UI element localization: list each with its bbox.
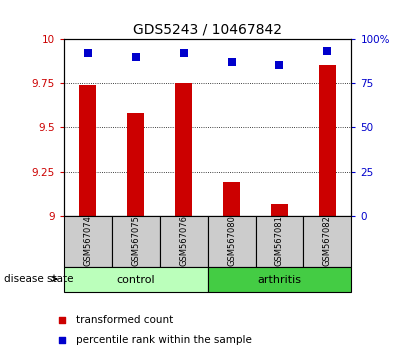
Point [180, 50, 187, 56]
Point [84, 50, 91, 56]
Bar [303, 216, 351, 267]
Bar [112, 216, 159, 267]
Bar [175, 83, 192, 216]
Text: GSM567075: GSM567075 [131, 215, 140, 266]
Bar [319, 65, 336, 216]
Bar [208, 267, 351, 292]
Point [59, 337, 65, 343]
Point [132, 54, 139, 59]
Bar [256, 216, 303, 267]
Text: transformed count: transformed count [76, 315, 173, 325]
Text: GSM567080: GSM567080 [227, 215, 236, 266]
Text: control: control [116, 275, 155, 285]
Bar [271, 204, 288, 216]
Bar [127, 113, 144, 216]
Text: GSM567074: GSM567074 [83, 215, 92, 266]
Text: arthritis: arthritis [257, 275, 302, 285]
Text: disease state: disease state [4, 274, 74, 284]
Text: GSM567081: GSM567081 [275, 215, 284, 266]
Text: GSM567082: GSM567082 [323, 215, 332, 266]
Text: GSM567076: GSM567076 [179, 215, 188, 266]
Point [59, 318, 65, 323]
Text: percentile rank within the sample: percentile rank within the sample [76, 335, 252, 345]
Bar [159, 216, 208, 267]
Bar [64, 267, 208, 292]
Bar [79, 85, 96, 216]
Point [276, 63, 283, 68]
Bar [223, 182, 240, 216]
Bar [208, 216, 256, 267]
Point [324, 48, 331, 54]
Point [228, 59, 235, 65]
Title: GDS5243 / 10467842: GDS5243 / 10467842 [133, 22, 282, 36]
Bar [64, 216, 112, 267]
